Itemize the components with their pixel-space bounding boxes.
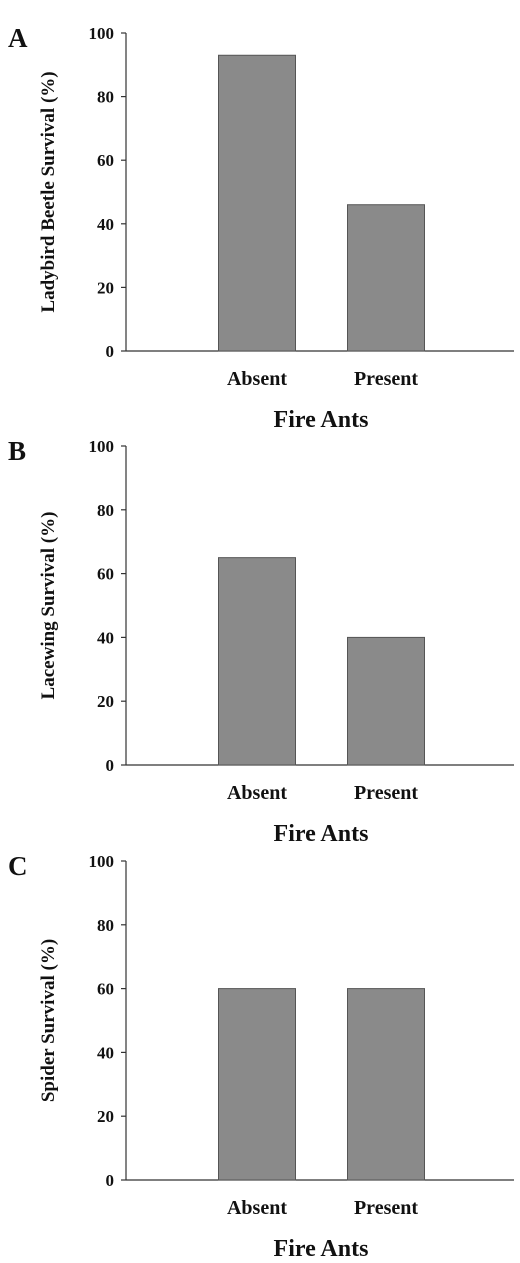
panel-b: B 0 20 40 60 80 100 Absent Present Fire Ants Lacew… (8, 436, 514, 847)
panel-b-y-tick-label-20: 20 (97, 692, 114, 711)
panel-b-bar-absent (218, 557, 296, 766)
panel-a-bar-absent (218, 54, 296, 352)
panel-b-category-label-present: Present (354, 782, 418, 804)
panel-a-y-tick-label-40: 40 (97, 215, 114, 234)
panel-a-category-label-absent: Absent (227, 368, 287, 390)
panel-b-y-axis-label: Lacewing Survival (%) (38, 512, 59, 700)
panel-c-y-axis-label: Spider Survival (%) (38, 939, 59, 1102)
panel-c-letter: C (8, 851, 28, 881)
panel-c-y-tick-label-100: 100 (89, 852, 115, 871)
panel-b-category-label-absent: Absent (227, 782, 287, 804)
panel-a-bar-present (347, 204, 425, 352)
panel-c: C 0 20 40 60 80 100 Absent Present Fire Ants Spide… (8, 851, 514, 1262)
panel-b-y-tick-label-0: 0 (106, 756, 115, 775)
panel-c-y-tick-label-20: 20 (97, 1107, 114, 1126)
panel-b-y-tick-label-60: 60 (97, 565, 114, 584)
panel-b-bar-present (347, 636, 425, 766)
panel-c-y-tick-label-40: 40 (97, 1043, 114, 1062)
panel-b-y-tick-label-40: 40 (97, 628, 114, 647)
panel-a-y-tick-label-20: 20 (97, 278, 114, 297)
panel-c-y-tick-label-60: 60 (97, 980, 114, 999)
panel-a-y-tick-label-0: 0 (106, 342, 115, 361)
panel-a-y-tick-label-100: 100 (89, 24, 115, 43)
panel-b-y-tick-label-80: 80 (97, 501, 114, 520)
panel-c-bar-present (347, 988, 425, 1181)
panel-a-x-axis-label: Fire Ants (274, 407, 369, 433)
panel-a-y-tick-label-60: 60 (97, 151, 114, 170)
panel-c-y-tick-label-80: 80 (97, 916, 114, 935)
panel-c-category-label-absent: Absent (227, 1197, 287, 1219)
panel-a-y-axis-label: Ladybird Beetle Survival (%) (38, 71, 59, 312)
panel-c-category-label-present: Present (354, 1197, 418, 1219)
panel-b-letter: B (8, 436, 26, 466)
panel-c-y-tick-label-0: 0 (106, 1171, 115, 1190)
panel-b-y-tick-label-100: 100 (89, 437, 115, 456)
panel-c-x-axis-label: Fire Ants (274, 1236, 369, 1262)
panel-c-bar-absent (218, 988, 296, 1181)
panel-a-y-tick-label-80: 80 (97, 88, 114, 107)
panel-a: A 0 20 40 60 80 100 Absent Present Fire Ants Ladyb… (8, 23, 514, 433)
panel-b-x-axis-label: Fire Ants (274, 821, 369, 847)
panel-a-letter: A (8, 23, 28, 53)
panel-a-category-label-present: Present (354, 368, 418, 390)
